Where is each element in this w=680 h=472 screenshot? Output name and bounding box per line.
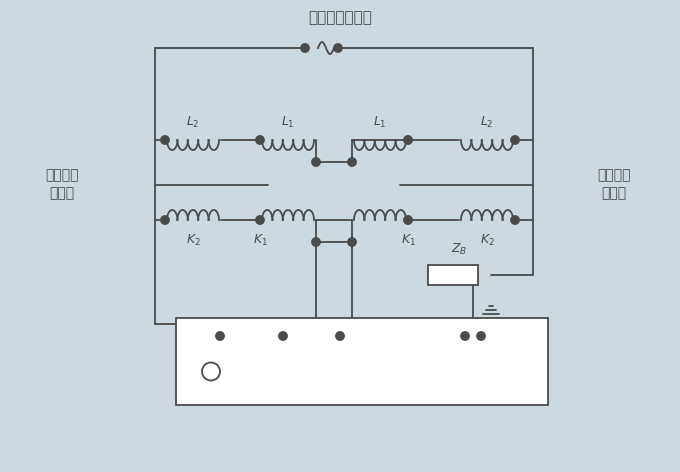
Circle shape <box>256 216 264 224</box>
Circle shape <box>161 136 169 144</box>
Circle shape <box>511 216 519 224</box>
Text: $L_2$: $L_2$ <box>480 114 494 129</box>
Text: $T_x$: $T_x$ <box>333 343 347 358</box>
Text: $K_1$: $K_1$ <box>252 232 267 247</box>
Circle shape <box>336 332 344 340</box>
Text: $T_0$: $T_0$ <box>213 343 227 358</box>
Text: $L_1$: $L_1$ <box>281 114 295 129</box>
Circle shape <box>348 238 356 246</box>
Circle shape <box>404 136 412 144</box>
Circle shape <box>511 136 519 144</box>
Circle shape <box>216 332 224 340</box>
Text: 接升流器输出端: 接升流器输出端 <box>308 10 372 25</box>
Circle shape <box>312 158 320 166</box>
Text: ΔI 误差测量装置: ΔI 误差测量装置 <box>276 364 344 379</box>
Text: D: D <box>469 344 478 356</box>
Circle shape <box>256 136 264 144</box>
Text: $K_2$: $K_2$ <box>186 232 201 247</box>
Text: 被检电流: 被检电流 <box>597 168 631 182</box>
Bar <box>176 318 548 405</box>
Circle shape <box>461 332 469 340</box>
Text: 互感器: 互感器 <box>50 186 75 200</box>
Bar <box>428 265 478 285</box>
Circle shape <box>279 332 287 340</box>
Circle shape <box>334 44 342 52</box>
Circle shape <box>348 158 356 166</box>
Text: $L_2$: $L_2$ <box>186 114 200 129</box>
Text: $K_2$: $K_2$ <box>479 232 494 247</box>
Text: $K_1$: $K_1$ <box>401 232 415 247</box>
Circle shape <box>477 332 485 340</box>
Circle shape <box>161 216 169 224</box>
Text: K: K <box>279 344 287 356</box>
Circle shape <box>312 238 320 246</box>
Text: $L_1$: $L_1$ <box>373 114 387 129</box>
Text: $Z_B$: $Z_B$ <box>452 242 468 257</box>
Text: 互感器: 互感器 <box>601 186 626 200</box>
Circle shape <box>301 44 309 52</box>
Circle shape <box>404 216 412 224</box>
Text: 标准电流: 标准电流 <box>46 168 79 182</box>
